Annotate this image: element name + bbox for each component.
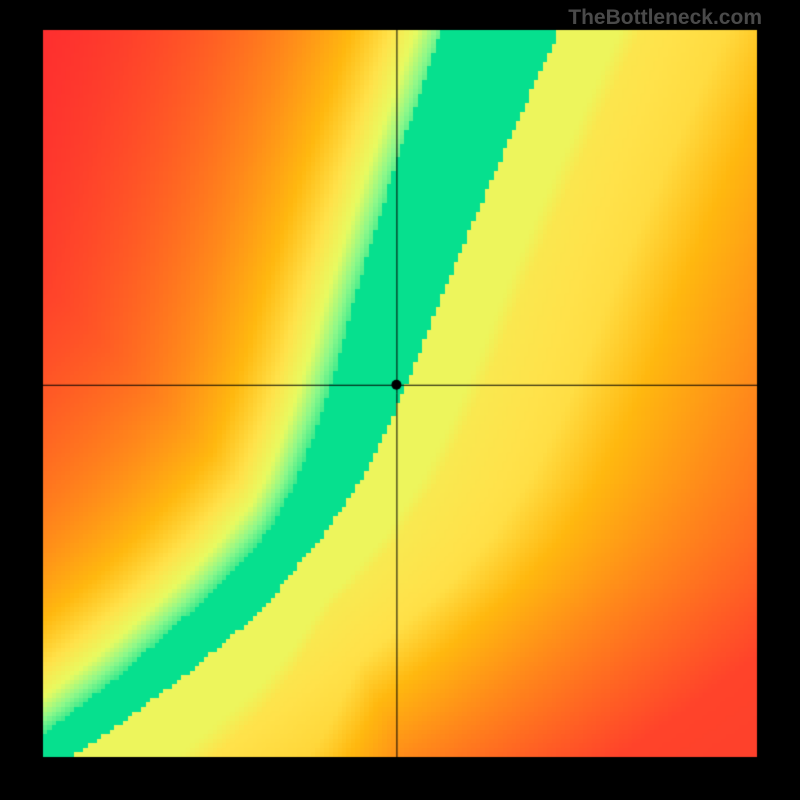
bottleneck-heatmap — [0, 0, 800, 800]
watermark-text: TheBottleneck.com — [568, 6, 762, 30]
